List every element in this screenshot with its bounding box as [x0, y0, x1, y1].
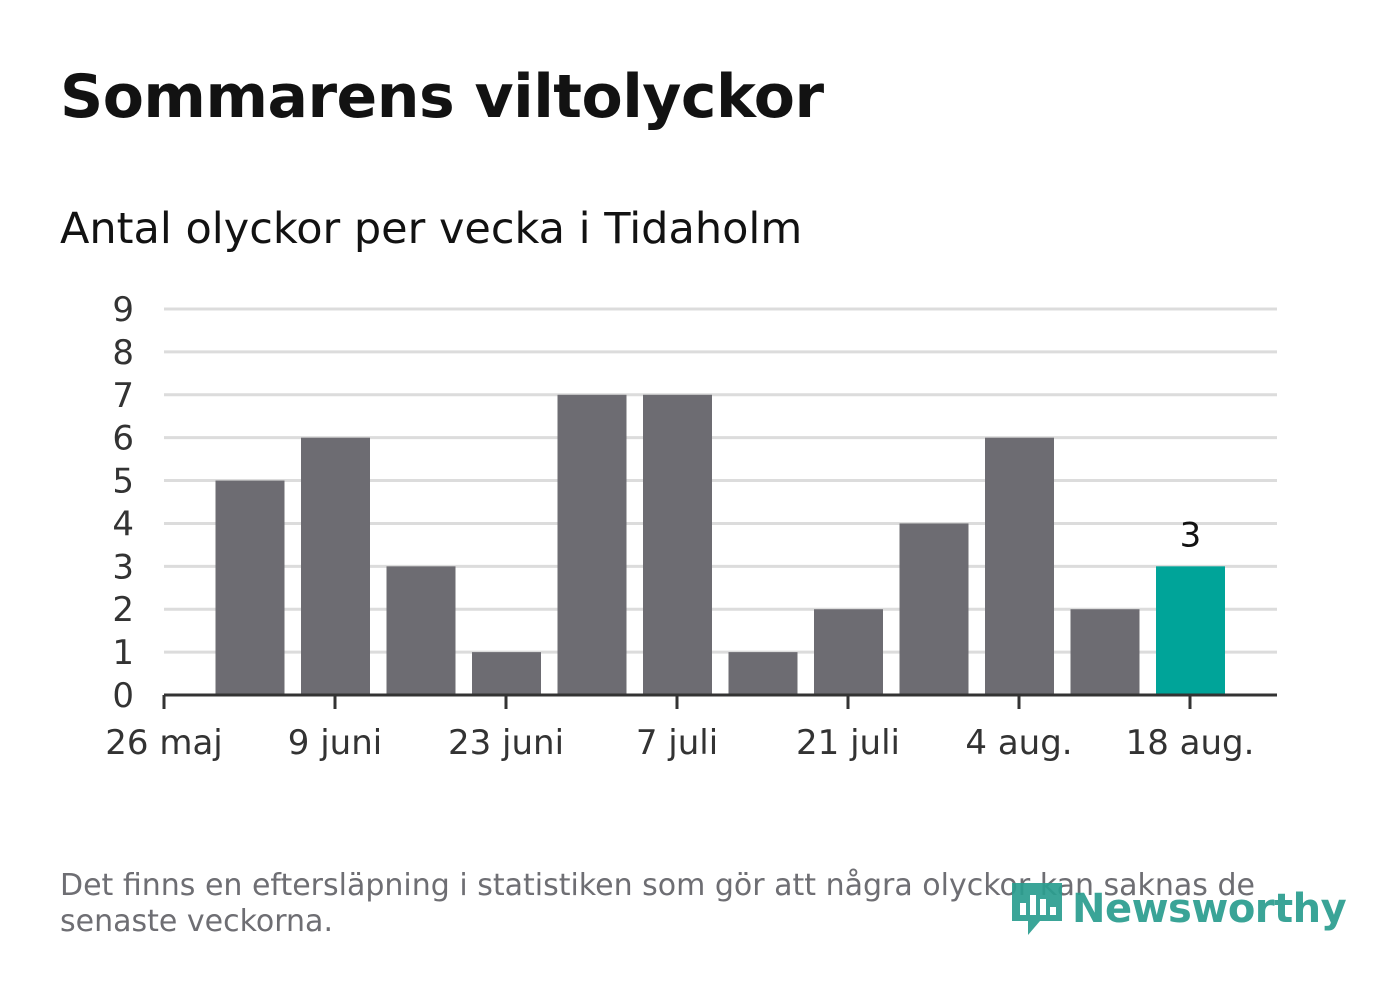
y-tick-label: 5 — [112, 462, 134, 502]
x-tick-label: 26 maj — [105, 723, 222, 763]
y-tick-label: 8 — [112, 333, 134, 373]
brand-logo: Newsworthy — [1008, 874, 1347, 944]
y-tick-label: 6 — [112, 419, 134, 459]
bar — [301, 437, 370, 695]
newsworthy-logo-icon — [1012, 883, 1062, 935]
bar — [643, 394, 712, 695]
bar — [1070, 609, 1140, 695]
x-tick-label: 7 juli — [636, 723, 718, 763]
bar-value-label: 3 — [1180, 515, 1202, 555]
bars — [215, 394, 1225, 695]
bar — [728, 652, 798, 695]
bar — [985, 437, 1054, 695]
x-axis: 26 maj 9 juni 23 juni 7 juli 21 juli 4 aug. 18… — [105, 693, 1277, 763]
x-tick-label: 18 aug. — [1126, 723, 1255, 763]
bar — [814, 609, 883, 695]
brand-name: Newsworthy — [1072, 886, 1347, 932]
bar — [899, 523, 969, 695]
bar — [557, 394, 627, 695]
bar — [215, 480, 285, 695]
y-tick-label: 1 — [112, 633, 134, 673]
y-tick-label: 7 — [112, 376, 134, 416]
y-tick-label: 0 — [112, 676, 134, 716]
bar — [472, 652, 541, 695]
y-tick-label: 2 — [112, 590, 134, 630]
x-tick-label: 9 juni — [288, 723, 382, 763]
data-labels: 3 — [1180, 515, 1202, 555]
bar — [386, 566, 456, 695]
y-tick-label: 9 — [112, 290, 134, 330]
y-tick-label: 4 — [112, 504, 134, 544]
chart-subtitle: Antal olyckor per vecka i Tidaholm — [60, 204, 803, 254]
chart-title: Sommarens viltolyckor — [60, 62, 824, 132]
y-tick-label: 3 — [112, 547, 134, 587]
bar — [1156, 566, 1225, 695]
x-tick-label: 23 juni — [448, 723, 564, 763]
x-tick-label: 21 juli — [796, 723, 900, 763]
x-tick-label: 4 aug. — [965, 723, 1072, 763]
